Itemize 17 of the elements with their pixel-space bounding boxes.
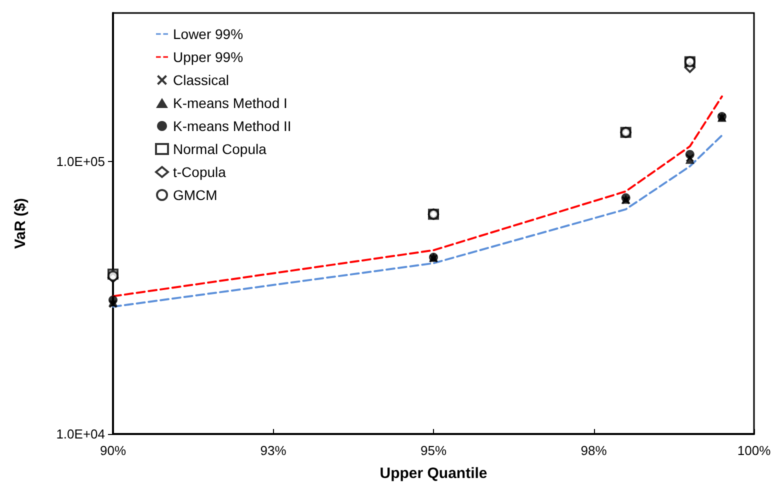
legend-label: Lower 99% — [173, 26, 244, 42]
legend-label: K-means Method II — [173, 118, 292, 134]
legend-label: Normal Copula — [173, 141, 267, 157]
y-tick-label: 1.0E+04 — [56, 426, 105, 442]
x-tick-label: 93% — [260, 443, 287, 458]
x-tick-label: 98% — [580, 443, 608, 458]
legend-label: Classical — [173, 72, 230, 88]
legend-label: t-Copula — [173, 164, 226, 180]
x-tick-label: 95% — [420, 443, 447, 458]
legend-label: K-means Method I — [173, 95, 288, 111]
x-tick-label: 100% — [737, 443, 772, 458]
x-tick-label: 90% — [100, 443, 126, 458]
y-tick-label: 1.0E+05 — [56, 154, 105, 169]
y-axis-title: VaR ($) — [12, 198, 29, 249]
legend-label: Upper 99% — [173, 49, 244, 65]
x-axis-title: Upper Quantile — [380, 465, 488, 482]
legend-label: GMCM — [173, 187, 218, 203]
